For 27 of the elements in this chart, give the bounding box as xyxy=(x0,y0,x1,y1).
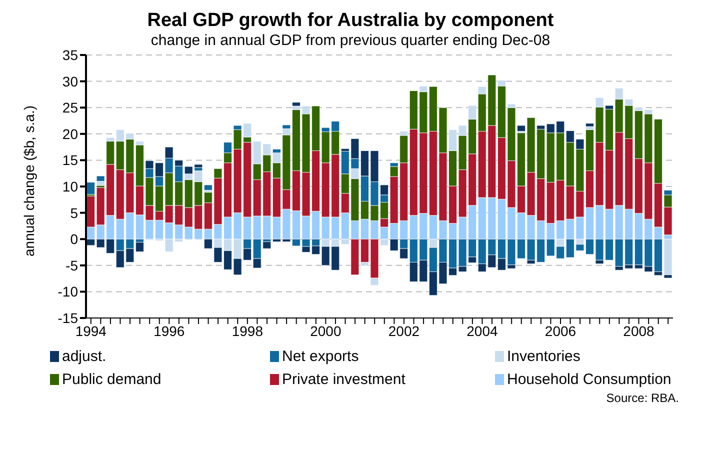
y-tick-label: -10 xyxy=(58,284,78,300)
y-axis-title: annual change ($b, s.a.) xyxy=(20,106,37,256)
source-note: Source: RBA. xyxy=(605,391,680,405)
x-tick-label: 2008 xyxy=(623,322,655,339)
x-tick-label: 1998 xyxy=(232,322,264,339)
y-tick-label: 30 xyxy=(62,73,78,90)
chart-subtitle: change in annual GDP from previous quarter ending Dec-08 xyxy=(150,32,550,49)
chart-title: Real GDP growth for Australia by component xyxy=(146,10,555,32)
y-tick-label: 0 xyxy=(70,231,78,248)
y-tick-label: 5 xyxy=(70,204,78,221)
legend-label: Net exports xyxy=(282,348,359,365)
legend-label: Public demand xyxy=(62,371,162,388)
y-tick-label: -5 xyxy=(66,257,78,274)
y-tick-label: 15 xyxy=(62,152,78,168)
legend-label: Inventories xyxy=(507,348,580,365)
x-tick-label: 2002 xyxy=(388,322,420,339)
x-tick-label: 1996 xyxy=(154,322,185,339)
legend-label: Household Consumption xyxy=(507,371,672,388)
x-tick-label: 2004 xyxy=(466,322,498,339)
x-tick-label: 2006 xyxy=(544,322,576,339)
y-tick-label: 20 xyxy=(62,126,78,142)
y-tick-label: 10 xyxy=(62,178,78,194)
x-tick-label: 2000 xyxy=(310,322,342,339)
legend-label: Private investment xyxy=(282,371,406,388)
legend-label: adjust. xyxy=(62,348,106,365)
y-tick-label: 35 xyxy=(62,46,78,63)
y-tick-label: 25 xyxy=(62,100,78,116)
